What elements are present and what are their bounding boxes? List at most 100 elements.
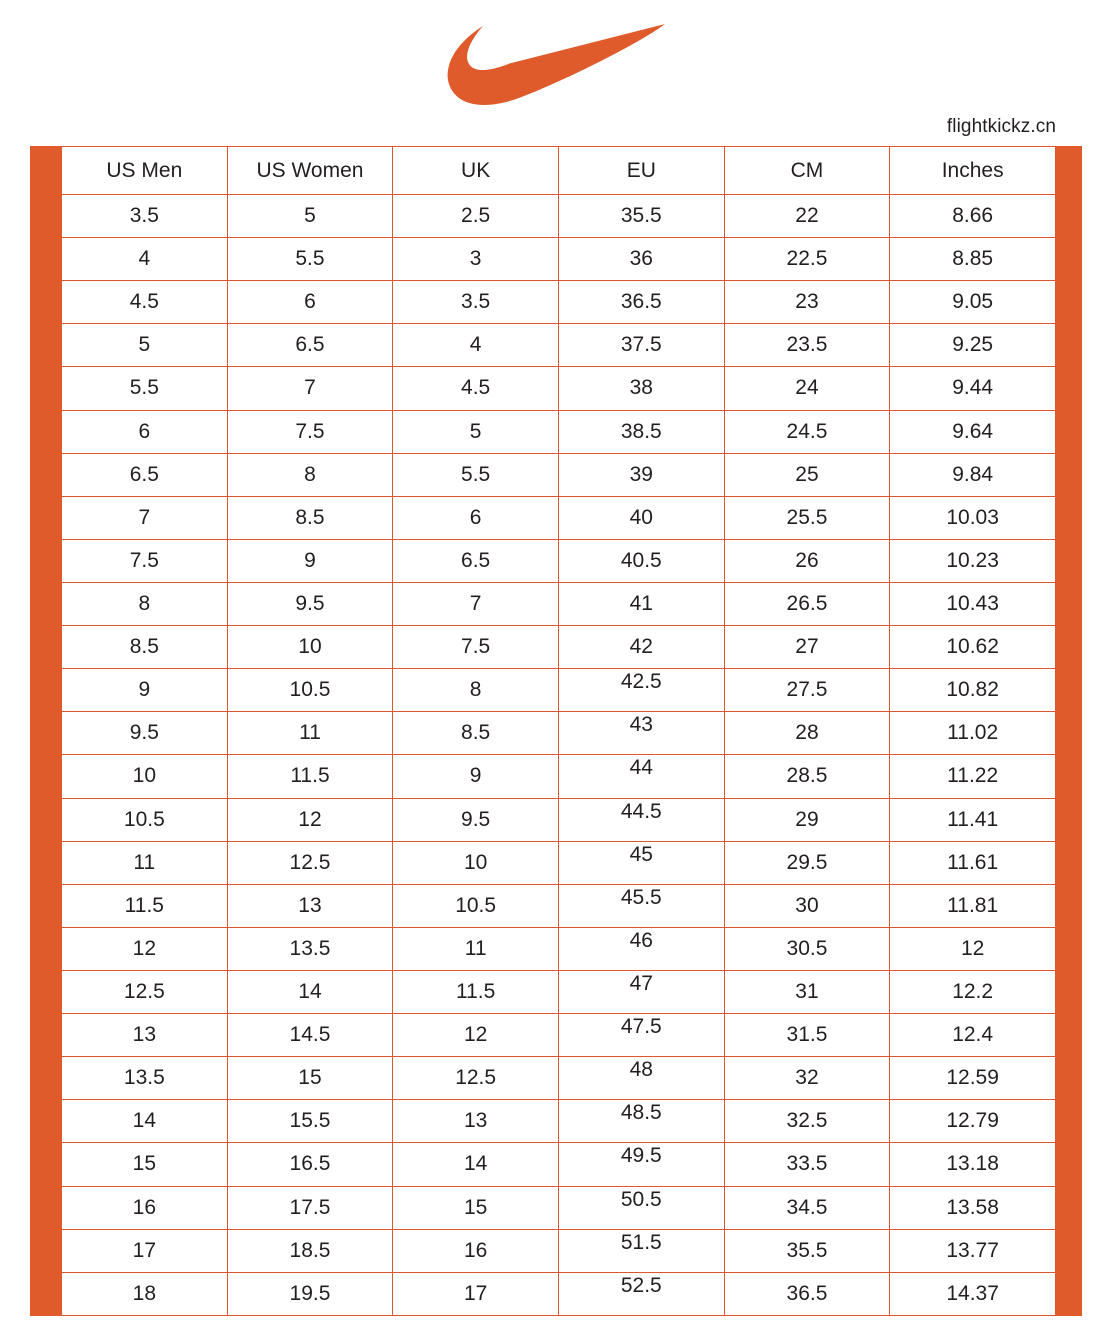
cell-uk: 4.5 — [392, 366, 559, 411]
table-row: 12 13.5 11 46 30.5 12 — [61, 926, 1056, 971]
cell-eu: 45.5 — [557, 883, 725, 928]
cell-uk: 12 — [392, 1013, 559, 1058]
cell-us-women: 5 — [226, 193, 394, 239]
cell-eu: 51.5 — [557, 1228, 725, 1273]
cell-eu: 48 — [557, 1056, 725, 1101]
right-accent-bar — [1056, 146, 1082, 1316]
cell-us-women: 14 — [226, 969, 394, 1015]
cell-inches: 9.44 — [889, 366, 1056, 411]
cell-us-men: 16 — [61, 1185, 228, 1230]
cell-cm: 29 — [723, 797, 891, 842]
cell-us-women: 18.5 — [226, 1228, 394, 1273]
cell-us-women: 9.5 — [226, 581, 394, 627]
table-row: 8 9.5 7 41 26.5 10.43 — [61, 581, 1056, 627]
cell-us-women: 19.5 — [226, 1271, 394, 1317]
column-header-us-women: US Women — [226, 146, 394, 195]
cell-us-women: 11 — [226, 711, 394, 756]
cell-cm: 23.5 — [723, 323, 891, 368]
nike-swoosh-icon — [447, 24, 665, 105]
cell-uk: 12.5 — [392, 1056, 559, 1101]
cell-eu: 50.5 — [557, 1185, 725, 1230]
cell-cm: 26 — [723, 538, 891, 583]
table-row: 4.5 6 3.5 36.5 23 9.05 — [61, 280, 1056, 325]
cell-us-men: 4 — [61, 237, 228, 282]
cell-eu: 43 — [557, 711, 725, 756]
table-row: 12.5 14 11.5 47 31 12.2 — [61, 969, 1056, 1015]
table-row: 5 6.5 4 37.5 23.5 9.25 — [61, 323, 1056, 368]
cell-us-men: 5 — [61, 323, 228, 368]
cell-inches: 12 — [889, 926, 1056, 971]
cell-inches: 13.58 — [889, 1185, 1056, 1230]
table-row: 3.5 5 2.5 35.5 22 8.66 — [61, 193, 1056, 239]
cell-uk: 8 — [392, 668, 559, 713]
cell-uk: 4 — [392, 323, 559, 368]
table-row: 6.5 8 5.5 39 25 9.84 — [61, 452, 1056, 497]
cell-uk: 7 — [392, 581, 559, 627]
cell-us-women: 13 — [226, 883, 394, 928]
cell-uk: 8.5 — [392, 711, 559, 756]
cell-eu: 48.5 — [557, 1099, 725, 1144]
column-header-eu: EU — [557, 146, 725, 195]
cell-uk: 5 — [392, 409, 559, 454]
table-row: 9 10.5 8 42.5 27.5 10.82 — [61, 668, 1056, 713]
cell-inches: 12.79 — [889, 1099, 1056, 1144]
cell-uk: 9 — [392, 754, 559, 799]
cell-us-men: 13.5 — [61, 1056, 228, 1101]
cell-cm: 25 — [723, 452, 891, 497]
cell-us-men: 8.5 — [61, 625, 228, 670]
column-header-cm: CM — [723, 146, 891, 195]
cell-cm: 24 — [723, 366, 891, 411]
cell-uk: 5.5 — [392, 452, 559, 497]
cell-inches: 10.82 — [889, 668, 1056, 713]
cell-uk: 13 — [392, 1099, 559, 1144]
cell-uk: 10.5 — [392, 883, 559, 928]
cell-cm: 28 — [723, 711, 891, 756]
size-table-wrapper: US Men US Women UK EU CM Inches 3.5 5 2.5 35.5 22… — [61, 146, 1056, 1317]
cell-us-men: 18 — [61, 1271, 228, 1317]
cell-us-women: 13.5 — [226, 926, 394, 971]
cell-us-women: 12.5 — [226, 840, 394, 885]
table-row: 10.5 12 9.5 44.5 29 11.41 — [61, 797, 1056, 842]
cell-uk: 16 — [392, 1228, 559, 1273]
cell-us-men: 5.5 — [61, 366, 228, 411]
cell-eu: 46 — [557, 926, 725, 971]
cell-uk: 7.5 — [392, 625, 559, 670]
table-row: 14 15.5 13 48.5 32.5 12.79 — [61, 1099, 1056, 1144]
cell-inches: 11.41 — [889, 797, 1056, 842]
cell-inches: 8.66 — [889, 193, 1056, 239]
cell-us-women: 15.5 — [226, 1099, 394, 1144]
table-row: 11.5 13 10.5 45.5 30 11.81 — [61, 883, 1056, 928]
cell-cm: 26.5 — [723, 581, 891, 627]
cell-eu: 41 — [557, 581, 725, 627]
shoe-size-table: US Men US Women UK EU CM Inches 3.5 5 2.5 35.5 22… — [61, 146, 1056, 1317]
cell-cm: 34.5 — [723, 1185, 891, 1230]
cell-uk: 3.5 — [392, 280, 559, 325]
cell-eu: 39 — [557, 452, 725, 497]
cell-us-women: 9 — [226, 538, 394, 583]
cell-cm: 22 — [723, 193, 891, 239]
cell-eu: 38 — [557, 366, 725, 411]
cell-us-men: 9.5 — [61, 711, 228, 756]
column-header-uk: UK — [392, 146, 559, 195]
cell-us-women: 12 — [226, 797, 394, 842]
cell-inches: 12.2 — [889, 969, 1056, 1015]
cell-cm: 28.5 — [723, 754, 891, 799]
cell-inches: 12.59 — [889, 1056, 1056, 1101]
cell-us-men: 6 — [61, 409, 228, 454]
cell-eu: 52.5 — [557, 1271, 725, 1317]
cell-inches: 10.23 — [889, 538, 1056, 583]
cell-cm: 30.5 — [723, 926, 891, 971]
cell-eu: 42 — [557, 625, 725, 670]
table-row: 8.5 10 7.5 42 27 10.62 — [61, 625, 1056, 670]
cell-us-men: 10.5 — [61, 797, 228, 842]
cell-cm: 27.5 — [723, 668, 891, 713]
cell-eu: 42.5 — [557, 668, 725, 713]
cell-eu: 38.5 — [557, 409, 725, 454]
cell-inches: 11.61 — [889, 840, 1056, 885]
watermark-text: flightkickz.cn — [946, 116, 1056, 137]
cell-uk: 14 — [392, 1142, 559, 1187]
cell-us-men: 8 — [61, 581, 228, 627]
cell-cm: 35.5 — [723, 1228, 891, 1273]
cell-uk: 3 — [392, 237, 559, 282]
size-chart-frame: US Men US Women UK EU CM Inches 3.5 5 2.5 35.5 22… — [30, 146, 1082, 1317]
